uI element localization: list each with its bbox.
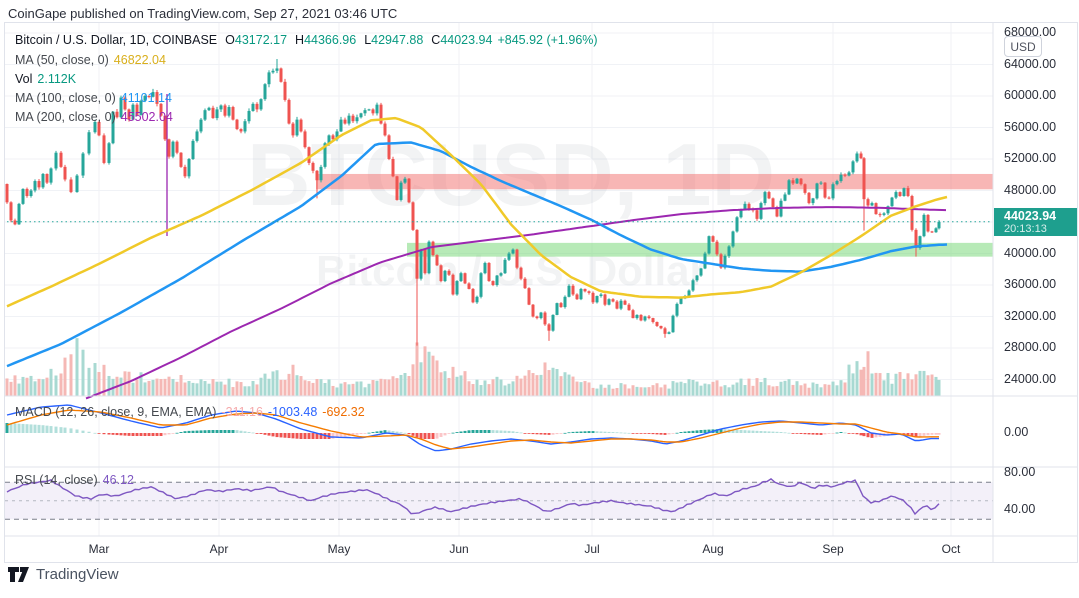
time-axis-label: Jul — [584, 542, 600, 556]
ma50-line — [6, 116, 948, 308]
macd-line-value: -1003.48 — [267, 405, 318, 419]
chart-canvas[interactable]: BTCUSD, 1DBitcoin / U.S. Dollar — [5, 23, 1077, 562]
candlesticks — [5, 58, 941, 346]
time-axis-label: Mar — [88, 542, 110, 556]
price-axis-label: 24000.00 — [1004, 371, 1057, 386]
current-price-value: 44023.94 — [1004, 209, 1057, 223]
symbol-title: Bitcoin / U.S. Dollar, 1D, COINBASE — [15, 33, 218, 47]
ma100-line — [6, 141, 948, 368]
ma100-value: 41101.14 — [120, 91, 172, 105]
ma200-line — [85, 206, 947, 400]
macd-line — [6, 404, 939, 452]
macd-legend: MACD (12, 26, close, 9, EMA, EMA) -311.1… — [15, 405, 365, 419]
low-value: 42947.88 — [371, 33, 424, 47]
time-axis-label: Oct — [941, 542, 961, 556]
time-axis-label: Jun — [449, 542, 469, 556]
open-value: 43172.17 — [234, 33, 288, 47]
price-axis-label: 56000.00 — [1004, 119, 1057, 134]
rsi-axis-label: 80.00 — [1004, 465, 1036, 479]
price-axis-label: 40000.00 — [1004, 245, 1057, 260]
time-axis-label: Apr — [209, 542, 229, 556]
tradingview-link[interactable]: TradingView — [8, 566, 119, 583]
price-axis-label: 32000.00 — [1004, 308, 1057, 323]
support-zone — [407, 242, 993, 257]
high-value: 44366.96 — [304, 33, 357, 47]
price-axis-label: 52000.00 — [1004, 151, 1057, 165]
ma200-value: 45502.04 — [120, 110, 173, 124]
rsi-legend: RSI (14, close) 46.12 — [15, 473, 134, 487]
rsi-value: 46.12 — [102, 473, 134, 487]
time-axis-label: May — [327, 542, 351, 556]
close-value: 44023.94 — [440, 33, 493, 47]
chart-widget[interactable]: BTCUSD, 1DBitcoin / U.S. Dollar Bitcoin … — [4, 22, 1078, 563]
bar-countdown: 20:13:13 — [1004, 223, 1047, 235]
volume-bars — [5, 338, 941, 396]
price-axis-label: 28000.00 — [1004, 340, 1057, 354]
symbol-legend: Bitcoin / U.S. Dollar, 1D, COINBASE O431… — [15, 33, 598, 47]
ma100-legend: MA (100, close, 0) 41101.14 — [15, 91, 172, 105]
attribution-text: CoinGape published on TradingView.com, S… — [8, 6, 398, 21]
ma50-legend: MA (50, close, 0) 46822.04 — [15, 53, 166, 67]
tradingview-logo-icon — [8, 567, 29, 582]
price-axis-label: 64000.00 — [1004, 56, 1057, 71]
ma50-value: 46822.04 — [113, 53, 166, 67]
rsi-axis-label: 40.00 — [1004, 502, 1036, 516]
price-axis-label: 60000.00 — [1004, 88, 1057, 102]
volume-legend: Vol 2.112K — [15, 72, 77, 86]
macd-axis-label: 0.00 — [1004, 425, 1029, 439]
change-value: +845.92 (+1.96%) — [497, 33, 598, 47]
volume-value: 2.112K — [37, 72, 77, 86]
macd-signal-line — [6, 409, 939, 450]
time-axis-label: Sep — [822, 542, 844, 556]
price-axis-label: 36000.00 — [1004, 277, 1057, 291]
price-axis-label: 68000.00 — [1004, 25, 1057, 39]
rsi-line — [6, 478, 940, 516]
macd-signal-value: -692.32 — [322, 405, 365, 419]
currency-unit-badge[interactable]: USD — [1004, 36, 1042, 57]
ma200-legend: MA (200, close, 0) 45502.04 — [15, 110, 173, 124]
resistance-zone — [316, 173, 993, 190]
macd-hist-value: -311.16 — [221, 405, 263, 419]
tradingview-logo-text: TradingView — [36, 566, 119, 583]
macd-histogram — [5, 423, 941, 439]
time-axis-label: Aug — [702, 542, 724, 556]
price-axis-label: 48000.00 — [1004, 182, 1057, 197]
current-price-badge: 44023.94 20:13:13 — [994, 208, 1077, 236]
